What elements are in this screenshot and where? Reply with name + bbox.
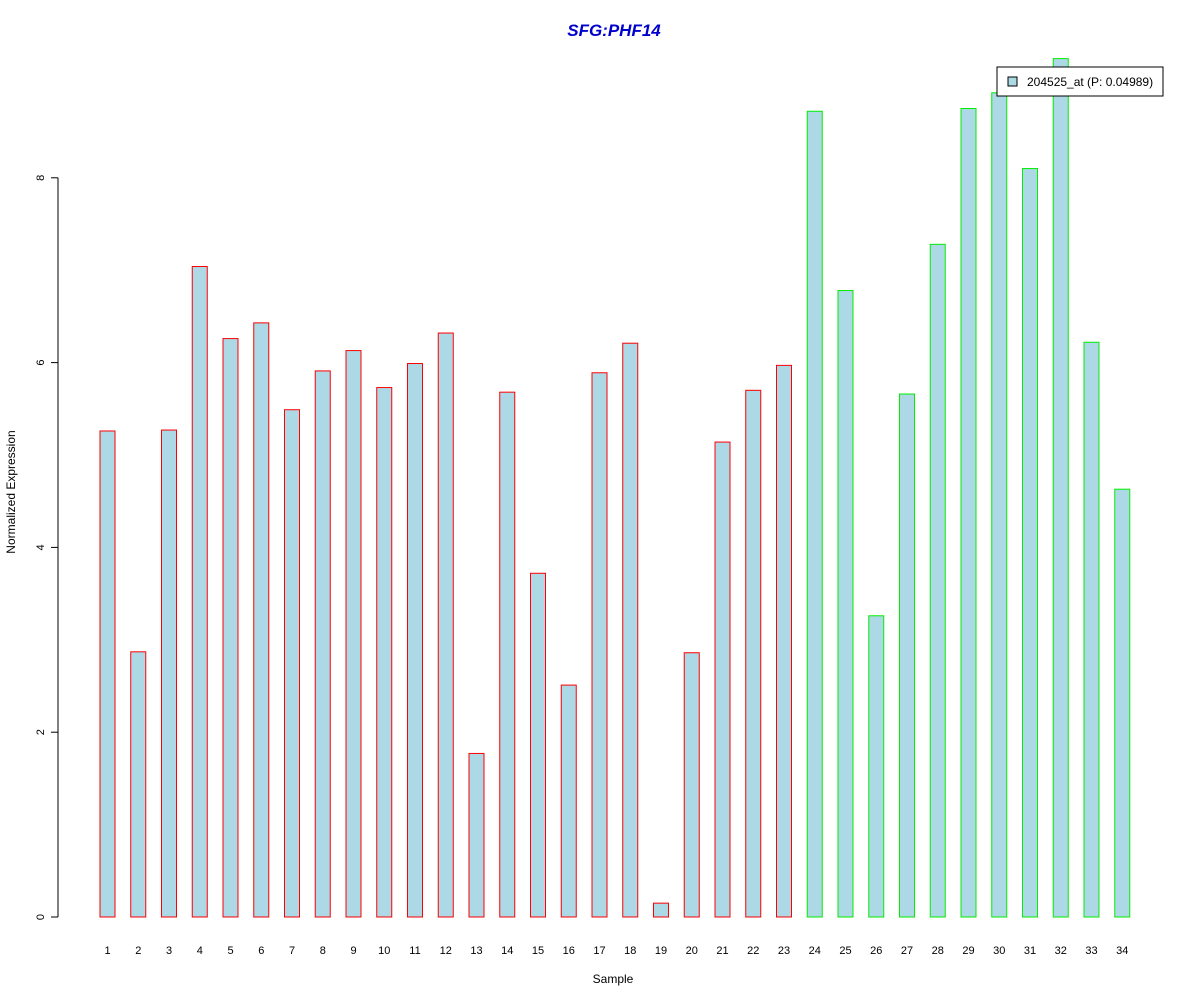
bar-sample-18	[622, 342, 639, 918]
bar-sample-2	[130, 651, 147, 918]
x-tick-label: 6	[258, 945, 264, 957]
x-tick-label: 13	[470, 945, 482, 957]
bar-sample-10	[376, 387, 393, 918]
legend-entry: 204525_at (P: 0.04989)	[1027, 75, 1153, 89]
x-tick-label: 7	[289, 945, 295, 957]
x-tick-label: 2	[135, 945, 141, 957]
x-tick-label: 33	[1085, 945, 1097, 957]
x-tick-label: 18	[624, 945, 636, 957]
y-axis: 0 2 4 6 8	[35, 175, 59, 920]
bar-sample-27	[899, 393, 915, 918]
x-tick-label: 4	[197, 945, 203, 957]
bar-sample-28	[929, 243, 946, 918]
bar-sample-5	[222, 338, 239, 918]
bar-sample-12	[437, 332, 454, 918]
x-tick-label: 10	[378, 945, 390, 957]
bar-sample-31	[1022, 168, 1038, 918]
x-tick-label: 12	[440, 945, 452, 957]
bar-sample-34	[1114, 488, 1131, 918]
legend: 204525_at (P: 0.04989)	[996, 66, 1164, 97]
x-tick-label: 3	[166, 945, 172, 957]
bar-sample-21	[714, 441, 731, 918]
bar-sample-15	[530, 572, 546, 918]
y-axis-label: Normalized Expression	[4, 430, 18, 553]
bar-sample-26	[868, 615, 885, 918]
bar-sample-16	[560, 684, 577, 918]
y-tick-label: 6	[35, 360, 47, 366]
bar-sample-22	[745, 389, 762, 918]
y-tick-label: 2	[35, 729, 47, 735]
x-tick-label: 24	[809, 945, 821, 957]
x-tick-label: 17	[593, 945, 605, 957]
bars-group	[99, 58, 1131, 918]
bar-sample-19	[653, 902, 669, 918]
bar-sample-6	[253, 322, 270, 918]
bar-sample-11	[407, 363, 423, 918]
x-tick-label: 9	[350, 945, 356, 957]
bar-sample-33	[1083, 341, 1100, 918]
x-tick-label: 28	[932, 945, 944, 957]
bar-sample-14	[499, 391, 516, 918]
x-tick-label: 20	[686, 945, 698, 957]
bar-sample-1	[99, 430, 116, 918]
bar-sample-7	[284, 409, 300, 918]
bar-sample-13	[468, 752, 485, 918]
chart-title: SFG:PHF14	[567, 21, 661, 40]
x-tick-label: 31	[1024, 945, 1036, 957]
legend-box	[996, 66, 1164, 97]
legend-swatch	[1007, 76, 1018, 87]
x-tick-label: 32	[1055, 945, 1067, 957]
x-tick-label: 21	[716, 945, 728, 957]
bar-sample-8	[314, 370, 331, 918]
y-tick-label: 4	[35, 544, 47, 550]
bar-sample-29	[960, 108, 977, 918]
bar-sample-4	[191, 266, 208, 918]
bar-sample-23	[776, 364, 792, 918]
bar-sample-25	[837, 290, 854, 918]
x-tick-label: 16	[563, 945, 575, 957]
bar-sample-24	[806, 110, 823, 918]
x-tick-label: 8	[320, 945, 326, 957]
bar-sample-30	[991, 92, 1008, 918]
bar-sample-17	[591, 372, 608, 918]
x-tick-label: 19	[655, 945, 667, 957]
bar-sample-3	[161, 429, 177, 918]
x-tick-label: 27	[901, 945, 913, 957]
x-tick-label: 5	[227, 945, 233, 957]
bar-sample-20	[683, 652, 700, 918]
x-tick-label: 1	[104, 945, 110, 957]
bar-sample-9	[345, 350, 362, 918]
bar-sample-32	[1052, 58, 1069, 918]
x-tick-label: 15	[532, 945, 544, 957]
x-tick-label: 23	[778, 945, 790, 957]
x-tick-label: 29	[962, 945, 974, 957]
x-tick-label: 11	[409, 945, 420, 957]
x-tick-label: 22	[747, 945, 759, 957]
x-tick-label: 30	[993, 945, 1005, 957]
x-tick-label: 26	[870, 945, 882, 957]
x-axis-label: Sample	[593, 972, 634, 986]
x-tick-labels: 1 2 3 4 5 6 7 8 9 10 11 12 13 14 15 16 17 18 19 20 21 22 23 24 2…	[104, 945, 1128, 957]
x-tick-label: 34	[1116, 945, 1128, 957]
x-tick-label: 25	[839, 945, 851, 957]
y-tick-label: 0	[35, 914, 47, 920]
x-tick-label: 14	[501, 945, 513, 957]
y-tick-label: 8	[35, 175, 47, 181]
